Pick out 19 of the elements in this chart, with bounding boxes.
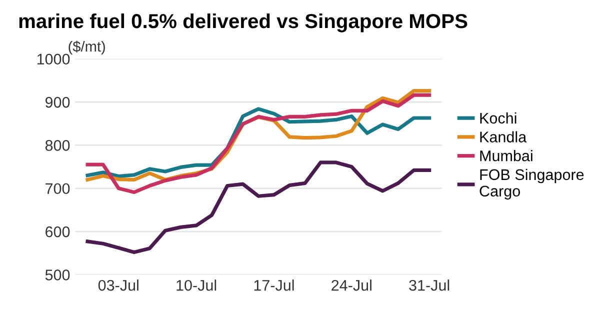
chart-title: marine fuel 0.5% delivered vs Singapore MOPS: [19, 13, 468, 32]
x-tick-label: 17-Jul: [254, 280, 294, 291]
x-tick-label: 10-Jul: [176, 280, 216, 291]
x-tick-label: 31-Jul: [409, 280, 450, 291]
y-tick-label: 800: [45, 140, 70, 151]
y-axis-title: ($/mt): [68, 40, 105, 55]
x-tick-label: 24-Jul: [332, 280, 372, 291]
y-tick-label: 600: [46, 226, 70, 238]
x-tick-label: 03-Jul: [98, 280, 138, 291]
legend-label: Kochi: [480, 112, 516, 124]
legend-label: FOB Singapore Cargo: [480, 168, 584, 200]
legend-label: Mumbai: [480, 150, 532, 162]
y-tick-label: 700: [46, 183, 70, 194]
line-series: [86, 93, 432, 194]
y-tick-label: 900: [45, 96, 70, 108]
y-tick-label: 1000: [37, 54, 70, 65]
y-tick-label: 500: [45, 270, 70, 280]
legend-label: Kandla: [480, 131, 527, 142]
line-series: [86, 160, 432, 254]
